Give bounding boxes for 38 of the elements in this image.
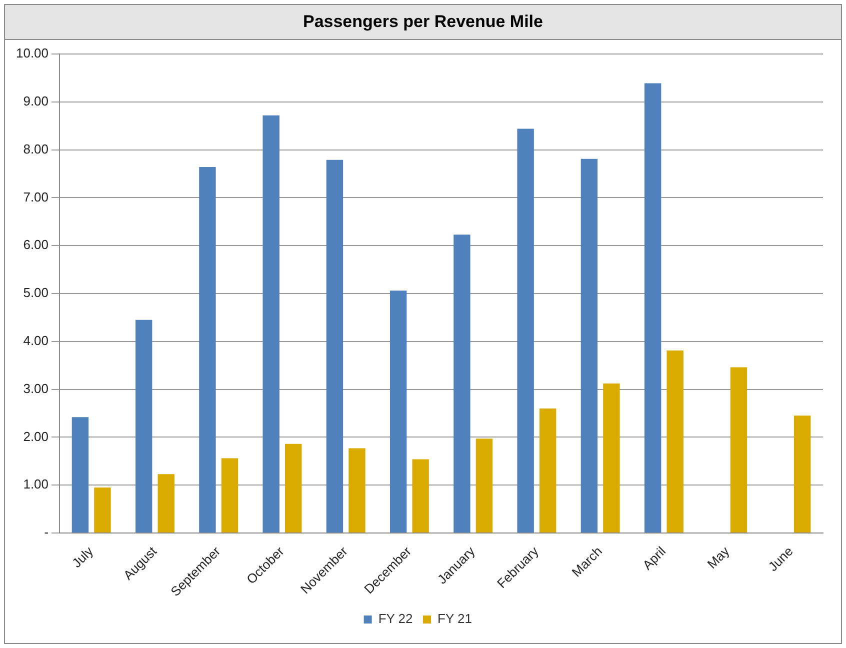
bar: [262, 115, 280, 533]
bar: [517, 128, 534, 533]
y-tick-label: 6.00: [23, 237, 49, 252]
legend-label: FY 22: [378, 611, 413, 626]
bar: [199, 167, 216, 533]
legend-label: FY 21: [438, 611, 472, 626]
bar: [644, 83, 662, 533]
x-tick-label: May: [704, 543, 733, 572]
bar: [158, 474, 174, 533]
y-tick-label: 10.00: [16, 46, 49, 61]
bar: [326, 160, 344, 533]
bar: [94, 488, 111, 533]
bar: [454, 234, 470, 533]
y-tick-label: 9.00: [23, 93, 49, 108]
bar: [72, 417, 89, 533]
chart-title: Passengers per Revenue Mile: [5, 5, 841, 40]
bar: [580, 158, 598, 533]
y-tick-label: 2.00: [23, 428, 49, 444]
y-tick-label: 5.00: [23, 285, 49, 300]
bar: [666, 350, 684, 533]
y-tick-label: 1.00: [23, 476, 49, 492]
bar: [284, 444, 302, 533]
y-tick-label: -: [44, 524, 49, 540]
x-tick-label: July: [69, 543, 96, 571]
y-tick-label: 3.00: [23, 380, 49, 396]
y-tick-label: 7.00: [23, 189, 49, 204]
bar: [412, 459, 429, 533]
bar: [390, 290, 407, 533]
y-tick-label: 8.00: [23, 141, 49, 156]
bar: [603, 384, 620, 533]
y-tick-label: 4.00: [23, 332, 49, 348]
bar: [348, 448, 366, 533]
bar: [794, 416, 811, 533]
bar: [476, 438, 493, 533]
bar: [221, 458, 238, 533]
bar: [730, 367, 748, 533]
bar: [135, 320, 152, 533]
bar: [539, 408, 556, 533]
